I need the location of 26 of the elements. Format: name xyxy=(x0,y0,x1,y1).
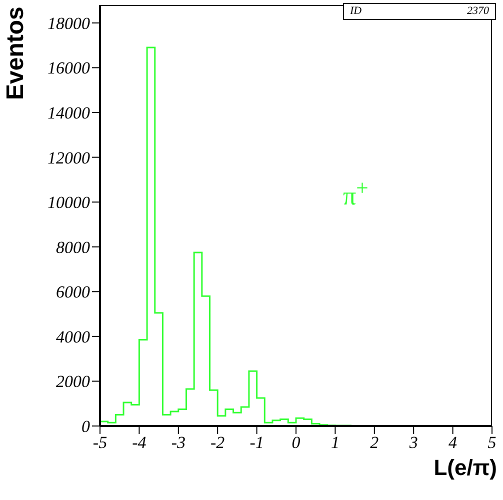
annotation: ID xyxy=(350,5,362,18)
y-tick-label: 16000 xyxy=(48,58,90,78)
y-tick-label: 14000 xyxy=(48,104,90,123)
annotation: 2370 xyxy=(467,5,489,18)
annotation: π$^{+}$ xyxy=(343,176,368,212)
y-tick-label: 4000 xyxy=(56,327,90,346)
x-tick-label: 1 xyxy=(330,433,340,452)
y-tick-label: 18000 xyxy=(48,14,90,33)
x-tick-label: 0 xyxy=(292,433,301,452)
x-tick-label: -2 xyxy=(210,433,226,452)
y-tick-label: 10000 xyxy=(48,193,90,212)
x-tick-label: -3 xyxy=(171,433,186,452)
x-tick-label: 2 xyxy=(370,433,380,452)
y-tick-label: 8000 xyxy=(56,238,90,257)
y-tick-label: 0 xyxy=(82,417,90,436)
x-tick-label: 4 xyxy=(448,433,458,452)
y-axis-title: Eventos xyxy=(2,6,30,100)
x-tick-label: 5 xyxy=(488,433,496,452)
x-tick-label: -1 xyxy=(250,433,264,452)
x-axis-title: L(e/π) xyxy=(434,455,497,481)
x-tick-label: 3 xyxy=(408,433,418,452)
x-tick-label: -4 xyxy=(132,433,147,452)
x-tick-label: -5 xyxy=(92,433,108,452)
y-tick-label: 6000 xyxy=(56,282,90,302)
y-tick-label: 12000 xyxy=(48,148,90,168)
y-tick-label: 2000 xyxy=(56,372,90,392)
